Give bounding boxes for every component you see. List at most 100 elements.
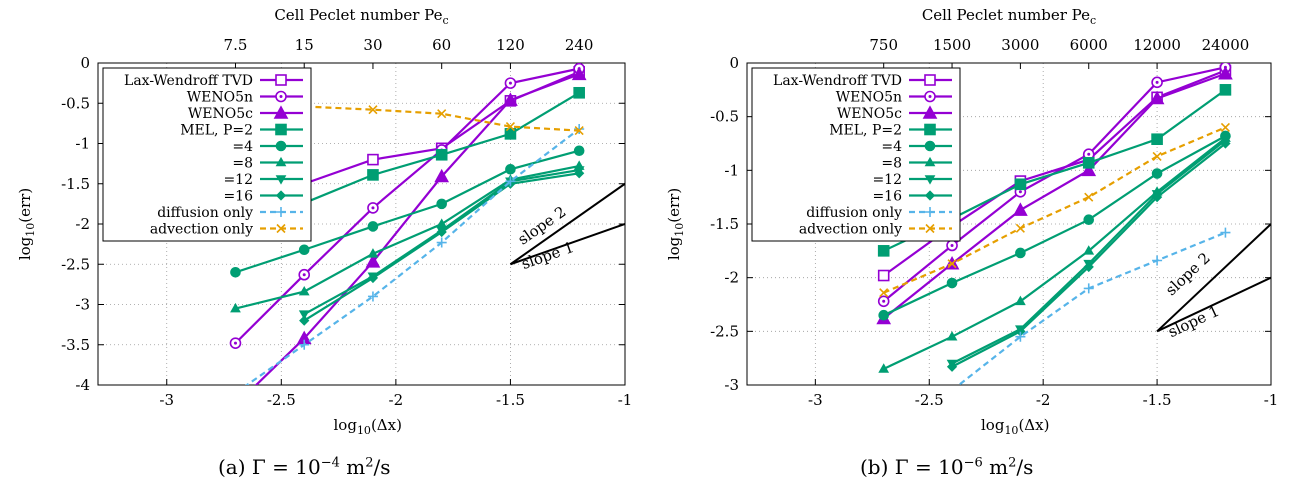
legend-item: =12 — [872, 172, 952, 188]
y-tick-label: 0 — [729, 54, 739, 72]
legend-item: diffusion only — [157, 205, 303, 221]
data-point — [367, 272, 379, 284]
data-point — [925, 207, 935, 217]
legend-label: =8 — [232, 156, 253, 172]
data-point — [922, 105, 938, 119]
y-tick-label: -1.5 — [61, 175, 90, 193]
data-point — [1152, 255, 1163, 266]
y-tick-label: -4 — [75, 376, 90, 394]
legend-label: =4 — [881, 139, 902, 155]
series--16 — [946, 138, 1231, 372]
data-point — [947, 259, 957, 269]
legend-item: =4 — [232, 139, 303, 155]
data-point — [925, 223, 935, 234]
legend-item: =4 — [881, 139, 952, 155]
data-point — [435, 148, 448, 161]
caption-symbol: Γ = — [251, 455, 289, 479]
data-point — [1084, 192, 1094, 202]
x2-tick-label: 240 — [565, 36, 594, 54]
legend-item: MEL, P=2 — [829, 123, 952, 139]
data-point — [1218, 66, 1233, 80]
slope-label: slope 2 — [1162, 249, 1214, 299]
data-point — [878, 363, 890, 373]
legend-label: =16 — [872, 189, 902, 205]
data-point — [434, 168, 450, 183]
data-point — [504, 77, 517, 89]
x-tick-label: -1.5 — [1143, 391, 1172, 409]
data-point — [436, 198, 447, 210]
data-point — [946, 277, 958, 289]
data-point — [505, 122, 516, 132]
legend-label: diffusion only — [157, 205, 253, 221]
x2-tick-label: 12000 — [1133, 36, 1181, 54]
data-point — [924, 140, 936, 152]
caption-unit: m — [346, 455, 366, 479]
plot-area — [876, 63, 1233, 385]
legend-item: =16 — [872, 189, 952, 205]
legend-item: diffusion only — [806, 205, 952, 221]
data-point — [368, 105, 378, 115]
data-point — [1151, 76, 1163, 89]
data-point — [1015, 295, 1026, 306]
data-point — [229, 399, 241, 410]
caption-base: 10 — [938, 455, 964, 479]
data-point — [367, 202, 379, 214]
x-tick-label: -1 — [1264, 391, 1279, 409]
legend-item: =16 — [223, 189, 303, 205]
legend-item: advection only — [799, 222, 952, 238]
caption-exp: −4 — [320, 455, 340, 471]
y-tick-label: -2 — [724, 269, 739, 287]
data-point — [1015, 223, 1025, 233]
data-point — [1083, 214, 1095, 226]
data-point — [298, 244, 310, 256]
y-tick-label: -1 — [75, 135, 90, 153]
x2-tick-label: 6000 — [1070, 36, 1108, 54]
x2-tick-label: 120 — [496, 36, 525, 54]
legend-label: advection only — [799, 222, 902, 238]
legend-item: WENO5n — [187, 90, 303, 106]
slope-line — [509, 182, 625, 266]
x-tick-label: -3 — [808, 391, 823, 409]
data-point — [1151, 133, 1163, 146]
legend-item: WENO5n — [836, 90, 952, 106]
x2-tick-label: 30 — [363, 36, 382, 54]
data-point — [574, 126, 584, 136]
data-point — [574, 168, 585, 179]
data-point — [946, 361, 958, 372]
data-point — [877, 245, 890, 257]
x2-tick-label: 750 — [869, 36, 898, 54]
data-point — [1220, 227, 1231, 238]
y-tick-label: -0.5 — [61, 94, 90, 112]
y-axis-label: log10(err) — [665, 188, 686, 260]
data-point — [275, 123, 287, 136]
data-point — [878, 309, 889, 321]
caption-a: (a) Γ = 10−4 m2/s — [218, 455, 391, 479]
series-diffusion-only — [245, 124, 585, 385]
x-tick-label: -3 — [159, 391, 174, 409]
slope-label: slope 1 — [1165, 302, 1222, 341]
data-point — [436, 237, 447, 248]
caption-unit: m — [989, 455, 1009, 479]
data-point — [275, 90, 287, 103]
legend-item: WENO5c — [188, 105, 303, 122]
series-line — [957, 231, 1226, 385]
legend-label: =16 — [223, 189, 253, 205]
x-axis-label: log10(Δx) — [981, 416, 1049, 437]
data-point — [505, 176, 516, 187]
legend-label: WENO5c — [837, 106, 902, 122]
data-point — [1083, 245, 1095, 255]
data-point — [924, 123, 936, 136]
y-tick-label: -2.5 — [710, 322, 739, 340]
data-point — [877, 295, 890, 308]
series-advection-only — [879, 122, 1231, 298]
data-point — [879, 288, 889, 298]
x2-axis-label: Cell Peclet number Pec — [922, 6, 1096, 27]
series-line — [254, 73, 580, 385]
data-point — [924, 190, 936, 201]
legend-label: WENO5c — [188, 106, 253, 122]
y-tick-label: -2.5 — [61, 255, 90, 273]
legend-item: =8 — [881, 156, 952, 172]
data-point — [1083, 261, 1094, 273]
data-point — [924, 156, 936, 167]
series--4 — [230, 145, 585, 278]
